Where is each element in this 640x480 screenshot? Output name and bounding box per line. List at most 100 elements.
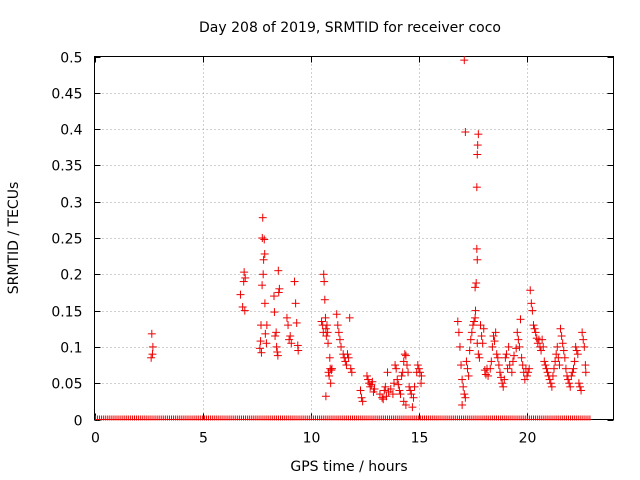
data-point bbox=[567, 371, 576, 380]
data-point bbox=[492, 350, 501, 359]
data-point bbox=[414, 364, 423, 373]
data-point bbox=[470, 317, 479, 326]
y-axis-label: SRMTID / TECUs bbox=[6, 182, 22, 295]
data-point bbox=[524, 368, 533, 377]
data-points bbox=[95, 56, 591, 421]
data-point bbox=[320, 295, 329, 304]
x-tick-label: 15 bbox=[411, 431, 429, 447]
data-point bbox=[542, 364, 551, 373]
data-point bbox=[466, 335, 475, 344]
data-point bbox=[493, 353, 502, 362]
data-point bbox=[401, 351, 410, 360]
data-point bbox=[473, 150, 482, 159]
data-point bbox=[357, 393, 366, 402]
data-point bbox=[504, 342, 513, 351]
data-point bbox=[406, 386, 415, 395]
data-point bbox=[568, 368, 577, 377]
data-point bbox=[533, 339, 542, 348]
y-tick-label: 0 bbox=[74, 414, 83, 430]
data-point bbox=[550, 364, 559, 373]
data-point bbox=[556, 324, 565, 333]
data-point bbox=[454, 328, 463, 337]
data-point bbox=[322, 321, 331, 330]
data-point bbox=[480, 366, 489, 375]
data-point bbox=[484, 371, 493, 380]
data-point bbox=[545, 375, 554, 384]
data-point bbox=[459, 382, 468, 391]
data-point bbox=[552, 350, 561, 359]
x-tick-label: 0 bbox=[91, 431, 100, 447]
data-point bbox=[520, 375, 529, 384]
data-point bbox=[342, 361, 351, 370]
data-point bbox=[394, 380, 403, 389]
data-point bbox=[319, 270, 328, 279]
data-point bbox=[512, 344, 521, 353]
data-point bbox=[255, 344, 264, 353]
y-tick-label: 0.15 bbox=[51, 305, 82, 321]
data-point bbox=[455, 342, 464, 351]
data-point bbox=[530, 324, 539, 333]
data-point bbox=[347, 368, 356, 377]
data-point bbox=[457, 361, 466, 370]
data-point bbox=[261, 329, 270, 338]
data-point bbox=[370, 385, 379, 394]
data-point bbox=[334, 328, 343, 337]
x-tick-label: 20 bbox=[519, 431, 537, 447]
data-point bbox=[575, 382, 584, 391]
axis-ticks bbox=[94, 56, 614, 421]
data-point bbox=[402, 361, 411, 370]
data-point bbox=[401, 400, 410, 409]
data-point bbox=[275, 284, 284, 293]
data-point bbox=[529, 321, 538, 330]
data-point bbox=[408, 403, 417, 412]
y-tick-label: 0.25 bbox=[51, 232, 82, 248]
data-point bbox=[282, 313, 291, 322]
data-point bbox=[375, 390, 384, 399]
data-point bbox=[513, 328, 522, 337]
data-point bbox=[258, 234, 267, 242]
x-axis-label: GPS time / hours bbox=[290, 459, 407, 475]
data-point bbox=[538, 335, 547, 344]
data-point bbox=[460, 390, 469, 399]
data-point bbox=[332, 310, 341, 319]
data-point bbox=[409, 393, 418, 402]
data-point bbox=[570, 357, 579, 366]
y-tick-label: 0.05 bbox=[51, 377, 82, 393]
data-point bbox=[472, 244, 481, 253]
data-point bbox=[273, 351, 282, 360]
y-tick-label: 0.4 bbox=[60, 123, 82, 139]
data-point bbox=[413, 361, 422, 370]
data-point bbox=[410, 382, 419, 391]
y-tick-label: 0.45 bbox=[51, 87, 82, 103]
data-point bbox=[539, 342, 548, 351]
data-point bbox=[325, 353, 334, 362]
data-point bbox=[532, 334, 541, 343]
data-point bbox=[474, 130, 483, 139]
data-point bbox=[260, 299, 269, 308]
data-point bbox=[407, 390, 416, 399]
data-point bbox=[259, 270, 268, 279]
data-point bbox=[559, 346, 568, 355]
data-point bbox=[495, 368, 504, 377]
data-point bbox=[399, 397, 408, 406]
data-point bbox=[473, 141, 482, 150]
data-point bbox=[396, 390, 405, 399]
y-tick-label: 0.1 bbox=[60, 341, 82, 357]
data-point bbox=[515, 342, 524, 351]
data-point bbox=[526, 286, 535, 295]
data-point bbox=[147, 329, 156, 338]
data-point bbox=[417, 379, 426, 388]
data-point bbox=[489, 332, 498, 341]
data-point bbox=[579, 335, 588, 344]
data-point bbox=[292, 318, 301, 327]
data-point bbox=[272, 342, 281, 351]
data-point bbox=[516, 315, 525, 324]
data-point bbox=[503, 364, 512, 373]
data-point bbox=[321, 313, 330, 322]
data-point bbox=[148, 342, 157, 351]
data-point bbox=[476, 321, 485, 330]
data-point bbox=[321, 392, 330, 401]
data-point bbox=[471, 313, 480, 322]
data-point bbox=[462, 357, 471, 366]
